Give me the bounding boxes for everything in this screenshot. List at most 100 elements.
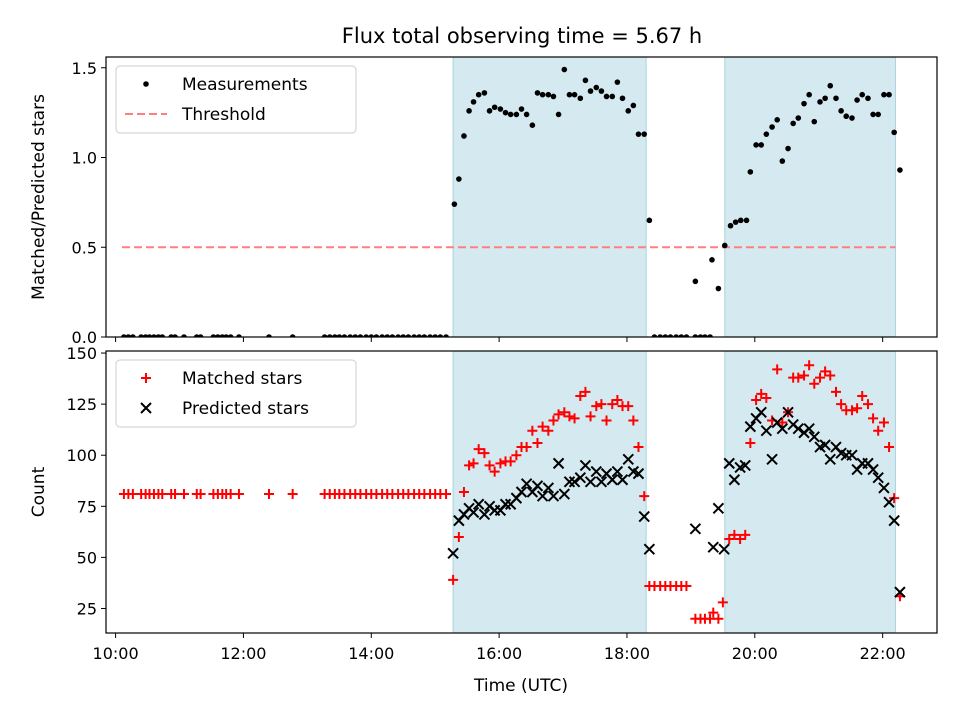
matched-star-point [585, 411, 596, 422]
matched-star-point [521, 442, 532, 453]
measurement-point [707, 334, 713, 337]
measurement-point [197, 334, 204, 337]
measurement-point [555, 111, 562, 118]
y-tick-label: 150 [66, 344, 97, 363]
matched-star-point [564, 411, 575, 422]
matched-star-point [799, 370, 810, 381]
predicted-star-point [590, 465, 602, 478]
measurement-point [806, 91, 812, 98]
measurement-point [817, 99, 823, 105]
measurement-point [747, 169, 754, 175]
y-tick-label: 50 [77, 548, 97, 567]
matched-star-point [575, 390, 586, 401]
predicted-star-point [584, 476, 597, 488]
matched-star-point [453, 531, 464, 542]
matched-star-point [836, 399, 847, 410]
measurement-point [513, 111, 520, 118]
predicted-star-point [755, 406, 767, 419]
measurement-point [843, 113, 850, 120]
plot-data-layer [121, 66, 903, 337]
matched-star-point [633, 442, 644, 453]
y-axis-label: Matched/Predicted stars [29, 94, 49, 300]
predicted-star-point [472, 498, 485, 510]
plot-data-layer [118, 360, 906, 624]
matched-star-point [548, 415, 559, 426]
y-tick-label: 125 [66, 395, 97, 414]
bottom-panel: 10:00 12:00 14:00 16:00 18:00 20:00 22:00 25 50 7… [29, 344, 938, 663]
legend-frame [115, 359, 357, 428]
axes-frame [105, 56, 938, 338]
measurement-point [692, 334, 699, 337]
predicted-star-point [632, 467, 645, 480]
measurement-point [227, 334, 234, 337]
predicted-star-point [760, 424, 773, 437]
measurement-point [709, 257, 715, 263]
measurement-point [481, 90, 488, 96]
measurement-point [181, 334, 187, 337]
observing-interval-band [724, 350, 896, 634]
measurement-point [801, 100, 807, 107]
measurement-point [657, 334, 664, 337]
matched-star-point [745, 437, 756, 448]
legend-marker-predicted [140, 402, 152, 414]
legend: Measurements Threshold [115, 65, 357, 134]
measurement-point [400, 334, 407, 337]
matched-star-point [777, 417, 788, 428]
measurement-point [518, 106, 525, 112]
measurement-point [456, 176, 462, 182]
measurement-point [534, 90, 541, 96]
matched-star-point [761, 393, 772, 403]
matched-star-point [793, 372, 804, 383]
matched-star-point [441, 489, 452, 500]
measurement-point [432, 334, 439, 337]
measurement-point [368, 334, 375, 337]
measurement-point [421, 334, 428, 337]
legend-marker-measurements [143, 81, 149, 87]
measurement-point [466, 108, 472, 114]
predicted-star-point [782, 406, 794, 419]
matched-star-point [591, 401, 602, 412]
measurement-point [833, 95, 839, 102]
legend-label: Threshold [181, 105, 266, 125]
chart-title: Flux total observing time = 5.67 h [342, 24, 702, 48]
predicted-star-point [888, 514, 900, 527]
x-tick-label: 10:00 [93, 644, 139, 663]
observing-interval-band [724, 56, 896, 338]
predicted-star-point [808, 431, 820, 443]
matched-star-point [735, 534, 746, 544]
measurement-point [743, 217, 750, 224]
predicted-star-point [766, 453, 778, 466]
measurement-point [678, 334, 685, 337]
matched-star-point [809, 378, 820, 389]
predicted-star-point [499, 498, 512, 510]
matched-star-point [264, 489, 275, 500]
y-tick-label: 100 [66, 446, 97, 465]
legend-label: Predicted stars [182, 399, 309, 419]
measurement-point [630, 102, 637, 109]
measurement-point [697, 334, 704, 337]
measurement-point [732, 219, 739, 225]
axes-frame [105, 350, 938, 634]
matched-star-point [852, 403, 863, 414]
matched-star-point [233, 489, 244, 500]
measurement-point [379, 334, 385, 337]
measurement-point [363, 334, 369, 337]
matched-star-point [170, 489, 181, 500]
predicted-star-point [563, 476, 576, 488]
matched-star-point [178, 489, 189, 500]
measurement-point [721, 242, 728, 249]
matched-star-point [717, 597, 728, 608]
measurement-point [625, 108, 632, 114]
matched-star-point [505, 456, 516, 467]
measurement-point [753, 142, 759, 148]
measurement-point [236, 334, 242, 337]
matched-star-point [473, 444, 484, 455]
matched-star-point [607, 399, 618, 410]
measurement-point [577, 95, 584, 102]
predicted-star-point [728, 474, 741, 486]
measurement-point [159, 334, 166, 337]
y-tick-label: 25 [77, 599, 97, 618]
measurement-point [870, 111, 876, 118]
measurement-point [774, 117, 780, 123]
